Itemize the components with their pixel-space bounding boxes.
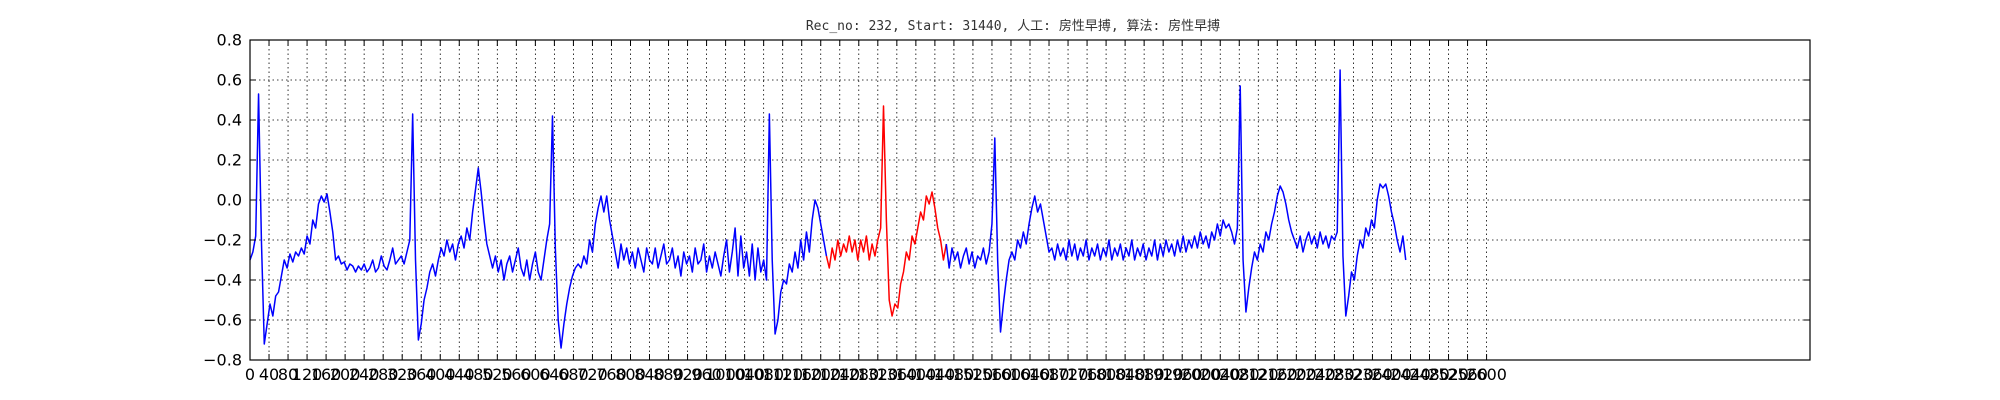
- y-tick-label: 0.4: [217, 111, 242, 130]
- x-tick-label: 1000: [705, 365, 746, 384]
- x-tick-label: 400: [425, 365, 456, 384]
- y-axis-ticks: −0.8 −0.6 −0.4 −0.2 0.0 0.2 0.4 0.6 0.8: [203, 31, 1810, 370]
- x-tick-label: 1920: [1143, 365, 1184, 384]
- y-tick-label: 0.2: [217, 151, 242, 170]
- x-tick-label: 1240: [819, 365, 860, 384]
- y-tick-label: −0.6: [203, 311, 242, 330]
- x-tick-label: 1040: [724, 365, 765, 384]
- x-axis-ticks: 0 408012016020024028032036040044048052056…: [245, 40, 1507, 384]
- x-tick-label: 360: [406, 365, 437, 384]
- x-tick-label: 2600: [1466, 365, 1507, 384]
- x-tick-label: 2520: [1428, 365, 1469, 384]
- x-tick-label: 1360: [876, 365, 917, 384]
- x-tick-label: 2200: [1276, 365, 1317, 384]
- x-tick-label: 200: [330, 365, 361, 384]
- x-tick-label: 2440: [1390, 365, 1431, 384]
- x-tick-label: 240: [349, 365, 380, 384]
- x-tick-label: 1960: [1162, 365, 1203, 384]
- y-tick-label: 0.6: [217, 71, 242, 90]
- x-tick-label: 1280: [838, 365, 879, 384]
- x-tick-label: 1400: [895, 365, 936, 384]
- x-tick-label: 560: [501, 365, 532, 384]
- chart-title: Rec_no: 232, Start: 31440, 人工: 房性早搏, 算法:…: [806, 18, 1220, 34]
- x-tick-label: 80: [278, 365, 298, 384]
- series-lines: [249, 69, 1407, 349]
- x-tick-label: 680: [558, 365, 589, 384]
- grid-lines: [250, 40, 1810, 360]
- x-tick-label: 280: [368, 365, 399, 384]
- x-tick-label: 600: [520, 365, 551, 384]
- x-tick-label: 1520: [953, 365, 994, 384]
- x-tick-label: 760: [596, 365, 627, 384]
- x-tick-label: 1720: [1048, 365, 1089, 384]
- x-tick-label: 2360: [1352, 365, 1393, 384]
- series-line-1: [825, 105, 948, 317]
- x-tick-label: 1640: [1010, 365, 1051, 384]
- x-tick-label: 1320: [857, 365, 898, 384]
- x-tick-label: 960: [691, 365, 722, 384]
- x-tick-label: 480: [463, 365, 494, 384]
- x-tick-label: 2040: [1200, 365, 1241, 384]
- x-tick-label: 1160: [781, 365, 822, 384]
- y-tick-label: −0.8: [203, 351, 242, 370]
- x-tick-label: 1600: [991, 365, 1032, 384]
- x-tick-label: 2000: [1181, 365, 1222, 384]
- x-tick-label: 2240: [1295, 365, 1336, 384]
- x-tick-label: 1680: [1029, 365, 1070, 384]
- y-tick-label: −0.4: [203, 271, 242, 290]
- x-tick-label: 520: [482, 365, 513, 384]
- x-tick-label: 720: [577, 365, 608, 384]
- x-tick-label: 1840: [1105, 365, 1146, 384]
- x-tick-label: 40: [259, 365, 279, 384]
- x-tick-label: 160: [311, 365, 342, 384]
- x-tick-label: 440: [444, 365, 475, 384]
- series-line-0: [249, 93, 828, 349]
- x-tick-label: 2320: [1333, 365, 1374, 384]
- x-tick-label: 1880: [1124, 365, 1165, 384]
- x-tick-label: 1480: [934, 365, 975, 384]
- x-tick-label: 1560: [972, 365, 1013, 384]
- x-tick-label: 2080: [1219, 365, 1260, 384]
- x-tick-label: 640: [539, 365, 570, 384]
- series-line-2: [945, 69, 1407, 333]
- x-tick-label: 800: [615, 365, 646, 384]
- x-tick-label: 1200: [800, 365, 841, 384]
- x-tick-label: 880: [653, 365, 684, 384]
- x-tick-label: 1760: [1067, 365, 1108, 384]
- x-tick-label: 2160: [1257, 365, 1298, 384]
- x-tick-label: 1120: [762, 365, 803, 384]
- x-tick-label: 120: [292, 365, 323, 384]
- x-tick-label: 840: [634, 365, 665, 384]
- x-tick-label: 1080: [743, 365, 784, 384]
- x-tick-label: 320: [387, 365, 418, 384]
- x-tick-label: 2400: [1371, 365, 1412, 384]
- x-tick-label: 2280: [1314, 365, 1355, 384]
- y-tick-label: 0.0: [217, 191, 242, 210]
- x-tick-label: 0: [245, 365, 255, 384]
- y-tick-label: −0.2: [203, 231, 242, 250]
- x-tick-label: 2120: [1238, 365, 1279, 384]
- x-tick-label: 2480: [1409, 365, 1450, 384]
- x-tick-label: 920: [672, 365, 703, 384]
- x-tick-label: 1440: [915, 365, 956, 384]
- x-tick-label: 2560: [1447, 365, 1488, 384]
- x-tick-label: 1800: [1086, 365, 1127, 384]
- y-tick-label: 0.8: [217, 31, 242, 50]
